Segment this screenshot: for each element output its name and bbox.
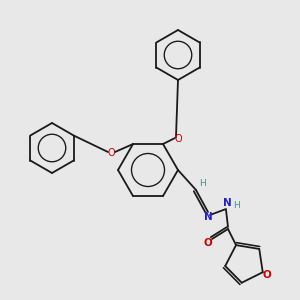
Text: O: O bbox=[174, 134, 182, 144]
Text: O: O bbox=[263, 269, 272, 280]
Text: N: N bbox=[204, 212, 212, 222]
Text: H: H bbox=[232, 200, 239, 209]
Text: O: O bbox=[204, 238, 212, 248]
Text: N: N bbox=[223, 198, 231, 208]
Text: O: O bbox=[107, 148, 115, 158]
Text: H: H bbox=[199, 178, 206, 188]
